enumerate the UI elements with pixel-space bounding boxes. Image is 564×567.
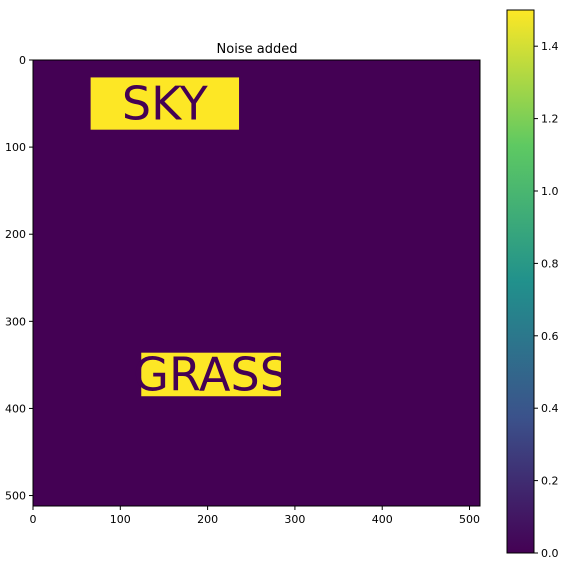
colorbar-tick-label: 0.2 — [541, 475, 559, 488]
colorbar-tick-label: 1.2 — [541, 113, 559, 126]
y-tick-label: 200 — [5, 228, 26, 241]
x-tick-label: 200 — [197, 513, 218, 526]
colorbar-gradient — [507, 10, 534, 553]
y-tick-label: 100 — [5, 141, 26, 154]
colorbar-tick-label: 1.0 — [541, 185, 559, 198]
x-tick-label: 0 — [30, 513, 37, 526]
colorbar-tick-label: 0.4 — [541, 402, 559, 415]
x-tick-label: 300 — [284, 513, 305, 526]
colorbar-tick-label: 0.0 — [541, 547, 559, 560]
colorbar-tick-label: 0.6 — [541, 330, 559, 343]
colorbar-tick-label: 0.8 — [541, 257, 559, 270]
y-tick-label: 500 — [5, 490, 26, 503]
colorbar: 0.0 0.2 0.4 0.6 0.8 1.0 1.2 1.4 — [507, 10, 559, 560]
y-tick-label: 400 — [5, 402, 26, 415]
x-axis: 0 100 200 300 400 500 — [30, 506, 481, 526]
region-label-sky: SKY — [122, 77, 209, 131]
image-area: SKY GRASS — [33, 60, 480, 506]
region-label-grass: GRASS — [133, 347, 289, 401]
x-tick-label: 100 — [110, 513, 131, 526]
y-axis: 0 100 200 300 400 500 — [5, 54, 33, 503]
y-tick-label: 0 — [19, 54, 26, 67]
chart-title: Noise added — [217, 42, 298, 57]
colorbar-tick-label: 1.4 — [541, 40, 559, 53]
x-tick-label: 400 — [372, 513, 393, 526]
x-tick-label: 500 — [459, 513, 480, 526]
y-tick-label: 300 — [5, 315, 26, 328]
